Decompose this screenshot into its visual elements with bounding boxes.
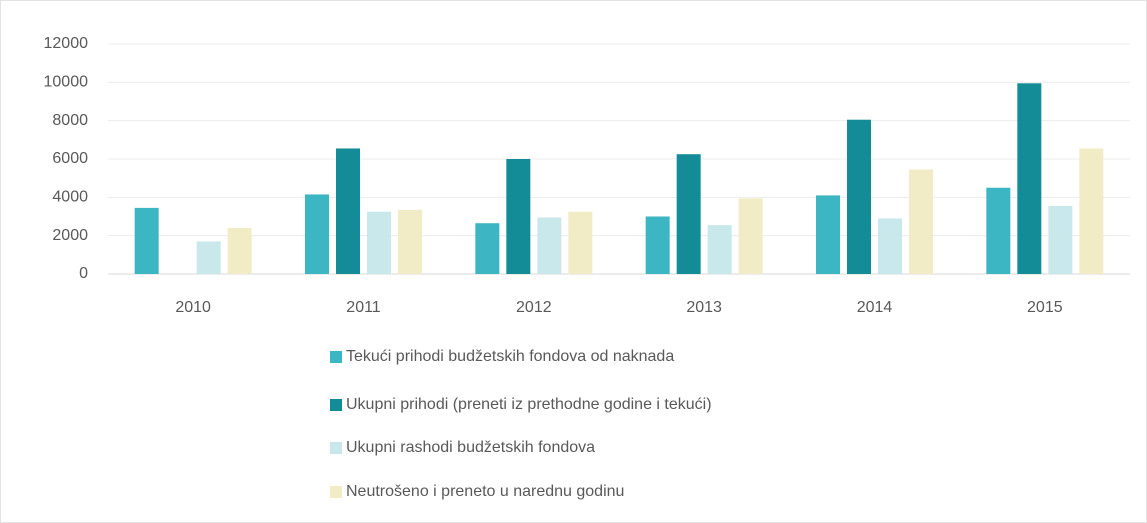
- x-tick-label: 2013: [686, 299, 722, 316]
- bar: [847, 119, 871, 274]
- bar: [305, 194, 329, 274]
- bar: [506, 159, 531, 274]
- y-tick-label: 10000: [44, 74, 89, 91]
- bar: [398, 209, 422, 274]
- bar: [336, 148, 360, 274]
- bar: [367, 211, 391, 274]
- bar: [1079, 148, 1104, 274]
- x-tick-label: 2011: [346, 299, 381, 316]
- x-tick-label: 2010: [175, 299, 211, 316]
- bar: [909, 169, 933, 274]
- bar: [816, 195, 840, 274]
- y-tick-label: 0: [79, 265, 88, 282]
- y-tick-label: 6000: [52, 150, 88, 167]
- bar: [738, 198, 763, 274]
- y-tick-label: 8000: [52, 112, 88, 129]
- bar: [878, 218, 902, 274]
- legend-label: Tekući prihodi budžetskih fondova od nak…: [346, 348, 674, 365]
- bar: [537, 217, 562, 274]
- bar: [645, 216, 670, 274]
- legend-label: Ukupni rashodi budžetskih fondova: [346, 439, 595, 456]
- bar: [1048, 205, 1073, 274]
- bar: [707, 225, 732, 274]
- bar: [986, 187, 1011, 274]
- bar: [568, 211, 593, 274]
- x-tick-label: 2012: [516, 299, 552, 316]
- bar: [475, 223, 500, 274]
- x-tick-label: 2015: [1027, 299, 1063, 316]
- y-tick-label: 4000: [52, 189, 88, 206]
- legend-label: Ukupni prihodi (preneti iz prethodne god…: [346, 396, 712, 413]
- legend-label: Neutrošeno i preneto u narednu godinu: [346, 483, 624, 500]
- bar: [134, 207, 159, 274]
- legend-swatch: [330, 399, 342, 411]
- bar: [196, 241, 221, 274]
- x-tick-label: 2014: [857, 299, 893, 316]
- y-tick-label: 12000: [44, 35, 89, 52]
- y-tick-label: 2000: [52, 227, 88, 244]
- legend-swatch: [330, 351, 342, 363]
- bar: [227, 228, 252, 274]
- bar: [676, 154, 701, 274]
- legend-swatch: [330, 442, 342, 454]
- legend-swatch: [330, 486, 342, 498]
- bar: [1017, 83, 1042, 275]
